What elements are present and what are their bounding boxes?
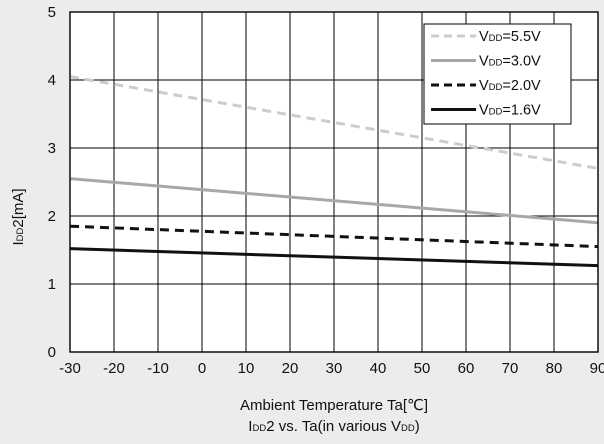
y-axis-title-tail: 2[mA] <box>10 188 27 227</box>
x-tick-label: 0 <box>198 360 206 377</box>
legend-label-sub: DD <box>489 33 503 44</box>
y-axis-title: IDD2[mA] <box>10 188 27 245</box>
x-tick-label: 10 <box>238 360 255 377</box>
x-tick-label: 90 <box>590 360 604 377</box>
x-tick-label: 70 <box>502 360 519 377</box>
x-axis-title: Ambient Temperature Ta[℃] <box>240 397 428 414</box>
caption-tail: ) <box>415 418 420 435</box>
legend-box <box>423 23 572 125</box>
caption-main: I <box>248 418 252 435</box>
series-line <box>69 177 599 225</box>
chart-caption: IDD2 vs. Ta(in various VDD) <box>248 418 419 435</box>
legend-label: VDD=2.0V <box>479 78 541 94</box>
x-tick-label: -30 <box>59 360 81 377</box>
legend-label-main: V <box>479 29 489 45</box>
caption-sub-1: DD <box>252 423 266 434</box>
x-tick-label: 50 <box>414 360 431 377</box>
x-tick-label: -20 <box>103 360 125 377</box>
series-line <box>69 224 599 249</box>
legend-label-tail: =1.6V <box>502 103 541 119</box>
legend-label-main: V <box>479 103 489 119</box>
series-lines <box>69 75 599 268</box>
legend-label-tail: =2.0V <box>502 78 541 94</box>
x-tick-label: 60 <box>458 360 475 377</box>
legend-label-sub: DD <box>489 107 503 118</box>
legend-label-tail: =5.5V <box>502 29 541 45</box>
legend-label-main: V <box>479 78 489 94</box>
y-tick-label: 3 <box>48 140 56 157</box>
x-tick-label: 40 <box>370 360 387 377</box>
plot-frame <box>69 11 599 353</box>
y-tick-label: 2 <box>48 208 56 225</box>
y-tick-label: 5 <box>48 4 56 21</box>
legend-label-tail: =3.0V <box>502 54 541 70</box>
x-tick-label: 20 <box>282 360 299 377</box>
y-tick-labels: 0 1 2 3 4 5 <box>48 4 56 361</box>
legend-label: VDD=1.6V <box>479 103 541 119</box>
y-axis-title-sub: DD <box>15 228 26 242</box>
caption-sub-2: DD <box>401 423 415 434</box>
x-tick-label: -10 <box>147 360 169 377</box>
legend-label-sub: DD <box>489 82 503 93</box>
y-tick-label: 4 <box>48 72 56 89</box>
legend-label-sub: DD <box>489 58 503 69</box>
y-axis-title-main: I <box>10 241 27 245</box>
y-tick-label: 0 <box>48 344 56 361</box>
series-line <box>69 247 599 268</box>
y-tick-label: 1 <box>48 276 56 293</box>
x-tick-labels: -30 -20 -10 0 10 20 30 40 50 60 70 80 90 <box>59 360 604 377</box>
legend-label: VDD=3.0V <box>479 54 541 70</box>
legend-label-main: V <box>479 54 489 70</box>
legend-label: VDD=5.5V <box>479 29 541 45</box>
x-tick-label: 30 <box>326 360 343 377</box>
x-tick-label: 80 <box>546 360 563 377</box>
caption-mid: 2 vs. Ta(in various V <box>266 418 401 435</box>
